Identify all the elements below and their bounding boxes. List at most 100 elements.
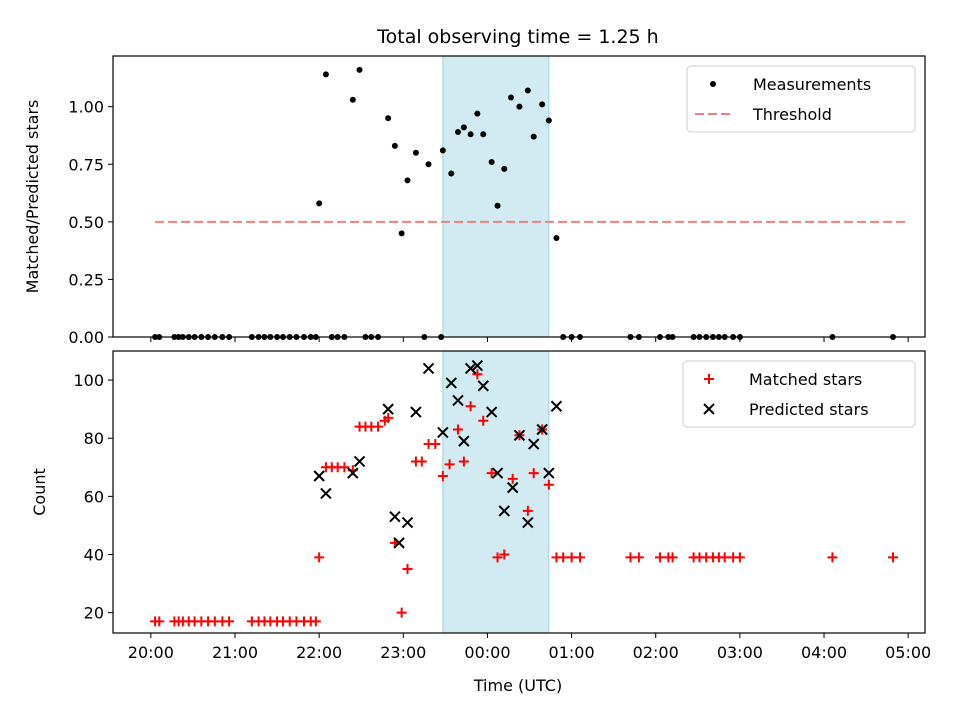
legend-label: Matched stars (749, 370, 862, 389)
x-tick-label: 05:00 (885, 643, 931, 662)
x-axis-title: Time (UTC) (473, 676, 562, 695)
predicted-point (347, 467, 359, 479)
predicted-point (506, 481, 519, 494)
series-predicted-stars (313, 359, 563, 549)
y-tick-label: 0.00 (68, 328, 104, 347)
highlight-span (442, 350, 550, 634)
matched-point (154, 616, 165, 627)
predicted-point (320, 487, 332, 500)
x-tick-label: 00:00 (464, 643, 510, 662)
measurement-point (425, 161, 432, 168)
legend: Matched stars Predicted stars (682, 360, 916, 428)
legend-label: Predicted stars (749, 400, 869, 419)
measurement-point (474, 110, 481, 117)
matched-point (472, 369, 483, 380)
matched-point (507, 473, 518, 484)
predicted-point (543, 467, 555, 479)
legend: Measurements Threshold (686, 65, 916, 133)
predicted-point (401, 516, 414, 529)
matched-point (558, 552, 569, 563)
legend-label: Threshold (752, 105, 832, 124)
x-tick-label: 23:00 (380, 643, 426, 662)
measurement-point (467, 131, 474, 138)
y-axis-title: Matched/Predicted stars (23, 100, 42, 294)
measurement-point (356, 66, 363, 73)
y-tick-label: 20 (84, 604, 104, 623)
matched-point (224, 616, 235, 627)
matched-point (452, 424, 463, 435)
matched-point (458, 456, 469, 467)
measurement-point (524, 87, 531, 94)
measurement-point (539, 101, 546, 108)
legend-box (682, 360, 916, 428)
axes-frame (112, 55, 926, 338)
predicted-point (471, 359, 484, 372)
panel-1: 0.00 0.25 0.50 0.75 1.00 Matched/Predicted st… (23, 55, 926, 347)
legend-marker-predicted (703, 403, 715, 415)
measurement-point (448, 170, 455, 177)
matched-point (499, 549, 510, 560)
y-tick-label: 1.00 (68, 98, 104, 117)
measurement-point (501, 165, 508, 172)
predicted-point (393, 537, 405, 549)
matched-point (522, 505, 533, 516)
y-tick-label: 80 (84, 429, 104, 448)
y-axis-title: Count (30, 468, 49, 516)
measurement-point (412, 149, 419, 156)
matched-point (437, 471, 448, 482)
predicted-point (464, 362, 477, 375)
panel-2: 20 40 60 80 100 20:00 21:00 22:00 23:00 00:00 01:0… (30, 350, 931, 662)
predicted-point (389, 511, 401, 523)
predicted-point (498, 505, 510, 517)
measurement-point (322, 71, 329, 78)
predicted-point (382, 403, 394, 415)
predicted-point (452, 394, 464, 407)
matched-point (402, 564, 413, 575)
predicted-point (513, 429, 526, 442)
measurement-point (480, 131, 487, 138)
matched-point (486, 468, 497, 479)
matched-point (430, 439, 441, 450)
measurement-point (460, 124, 467, 131)
predicted-point (422, 362, 435, 375)
measurement-point (439, 147, 446, 154)
predicted-point (313, 470, 325, 482)
matched-point (444, 459, 455, 470)
matched-point (575, 552, 586, 563)
predicted-point (522, 516, 534, 529)
measurement-point (404, 177, 411, 184)
measurement-point (516, 103, 523, 110)
matched-point (396, 607, 407, 618)
predicted-point (536, 423, 548, 436)
measurement-point (316, 200, 323, 207)
y-tick-label: 40 (84, 546, 104, 565)
predicted-point (458, 435, 470, 447)
measurement-point (398, 230, 405, 237)
matched-point (373, 421, 384, 432)
x-tick-label: 20:00 (128, 643, 174, 662)
legend-box (686, 65, 916, 133)
y-tick-label: 0.25 (68, 270, 104, 289)
measurement-point (349, 96, 356, 103)
predicted-point (550, 400, 563, 412)
y-tick-label: 100 (73, 371, 104, 390)
matched-point (528, 468, 539, 479)
predicted-point (491, 467, 504, 479)
predicted-point (437, 426, 449, 439)
predicted-point (353, 455, 366, 468)
predicted-point (528, 438, 540, 450)
predicted-point (485, 406, 498, 418)
axes-frame (112, 350, 926, 634)
measurement-point (454, 129, 461, 136)
measurement-point (508, 94, 515, 101)
matched-point (339, 462, 350, 473)
matched-point (310, 616, 321, 627)
series-matched-stars (150, 369, 899, 627)
x-tick-label: 22:00 (296, 643, 342, 662)
x-tick-label: 01:00 (549, 643, 595, 662)
matched-point (478, 415, 489, 426)
x-tick-label: 02:00 (633, 643, 679, 662)
matched-point (667, 552, 678, 563)
measurement-point (391, 142, 398, 149)
